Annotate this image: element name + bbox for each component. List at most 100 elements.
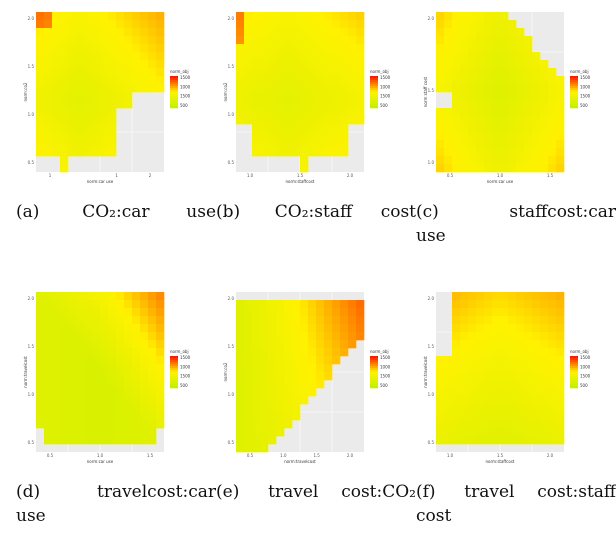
legend-swatch bbox=[370, 106, 378, 109]
heat-cell bbox=[324, 52, 333, 61]
heat-cell bbox=[276, 428, 285, 437]
heat-cell bbox=[108, 76, 117, 85]
heat-cell bbox=[236, 420, 245, 429]
heat-cell bbox=[476, 20, 485, 29]
heat-cell bbox=[468, 148, 477, 157]
heat-cell bbox=[500, 428, 509, 437]
heat-cell bbox=[244, 44, 253, 53]
heat-cell bbox=[284, 124, 293, 133]
heat-cell bbox=[548, 412, 557, 421]
heat-cell bbox=[500, 132, 509, 141]
heat-cell bbox=[492, 52, 501, 61]
heat-cell bbox=[76, 356, 85, 365]
heat-cell bbox=[508, 140, 517, 149]
y-tick-label: 1.5 bbox=[28, 64, 35, 69]
heat-cell bbox=[52, 28, 61, 37]
heat-cell bbox=[540, 60, 549, 69]
heat-cell bbox=[108, 332, 117, 341]
heat-cell bbox=[284, 380, 293, 389]
heat-cell bbox=[140, 404, 149, 413]
heat-cell bbox=[340, 76, 349, 85]
heat-cell bbox=[452, 324, 461, 333]
heat-cell bbox=[60, 316, 69, 325]
heat-cell bbox=[516, 156, 525, 165]
heat-cell bbox=[308, 316, 317, 325]
heat-cell bbox=[132, 348, 141, 357]
y-tick-label: 1.5 bbox=[228, 64, 235, 69]
legend-swatch bbox=[170, 100, 178, 103]
heat-cell bbox=[524, 164, 533, 173]
legend-swatch bbox=[570, 84, 578, 87]
heat-cell bbox=[140, 28, 149, 37]
chart-panel-d: 2.0 1.5 1.0 0.5 0.5 1.0 1.5 norm:car use norm:tr… bbox=[16, 288, 216, 553]
legend-tick-label: 1000 bbox=[180, 84, 191, 89]
heat-cell bbox=[476, 52, 485, 61]
heat-cell bbox=[68, 428, 77, 437]
heat-cell bbox=[348, 68, 357, 77]
heat-cell bbox=[436, 420, 445, 429]
heat-cell bbox=[468, 84, 477, 93]
heat-cell bbox=[300, 36, 309, 45]
heat-cell bbox=[276, 100, 285, 109]
heat-cell bbox=[356, 324, 365, 333]
x-tick-label: 1.5 bbox=[313, 453, 320, 458]
heat-cell bbox=[492, 84, 501, 93]
heat-cell bbox=[236, 340, 245, 349]
heat-cell bbox=[148, 20, 157, 29]
heat-cell bbox=[356, 116, 365, 125]
heat-cell bbox=[108, 404, 117, 413]
heat-cell bbox=[468, 380, 477, 389]
y-tick-label: 1.0 bbox=[428, 160, 435, 165]
heat-cell bbox=[436, 124, 445, 133]
heat-cell bbox=[252, 84, 261, 93]
heat-cell bbox=[444, 76, 453, 85]
heat-cell bbox=[532, 156, 541, 165]
heat-cell bbox=[300, 100, 309, 109]
heat-cell bbox=[468, 108, 477, 117]
heat-cell bbox=[340, 340, 349, 349]
heat-cell bbox=[484, 156, 493, 165]
heat-cell bbox=[524, 364, 533, 373]
heat-cell bbox=[36, 324, 45, 333]
heat-cell bbox=[492, 420, 501, 429]
heat-cell bbox=[100, 100, 109, 109]
heat-cell bbox=[508, 28, 517, 37]
heatmap-svg: 2.01.51.00.50.5 1.0 1.5 2.0norm:travelcostn… bbox=[223, 292, 391, 464]
heat-cell bbox=[292, 356, 301, 365]
heat-cell bbox=[532, 372, 541, 381]
heat-cell bbox=[556, 404, 565, 413]
heat-cell bbox=[300, 348, 309, 357]
heat-cell bbox=[44, 68, 53, 77]
heat-cell bbox=[532, 324, 541, 333]
heat-cell bbox=[460, 12, 469, 21]
heat-cell bbox=[76, 36, 85, 45]
heat-cell bbox=[340, 84, 349, 93]
heat-cell bbox=[236, 332, 245, 341]
heat-cell bbox=[92, 92, 101, 101]
chart-panel-b: 2.0 1.5 1.0 0.5 1.0 1.5 2.0 norm:staffcost norm:… bbox=[216, 8, 416, 273]
heat-cell bbox=[476, 308, 485, 317]
heat-cell bbox=[244, 116, 253, 125]
heat-cell bbox=[452, 52, 461, 61]
heat-cell bbox=[316, 356, 325, 365]
heat-cell bbox=[548, 380, 557, 389]
heat-cell bbox=[268, 52, 277, 61]
heat-cell bbox=[284, 364, 293, 373]
heat-cell bbox=[436, 68, 445, 77]
heat-cell bbox=[68, 348, 77, 357]
heat-cell bbox=[324, 116, 333, 125]
heat-cell bbox=[44, 124, 53, 133]
heat-cell bbox=[492, 156, 501, 165]
heat-cell bbox=[276, 380, 285, 389]
heat-cell bbox=[340, 60, 349, 69]
legend-swatch bbox=[370, 84, 378, 87]
heat-cell bbox=[556, 372, 565, 381]
heat-cell bbox=[492, 92, 501, 101]
heat-cell bbox=[124, 340, 133, 349]
legend-swatch bbox=[170, 378, 178, 381]
heat-cell bbox=[292, 348, 301, 357]
heat-cell bbox=[332, 92, 341, 101]
heat-cell bbox=[268, 84, 277, 93]
heat-cell bbox=[116, 92, 125, 101]
